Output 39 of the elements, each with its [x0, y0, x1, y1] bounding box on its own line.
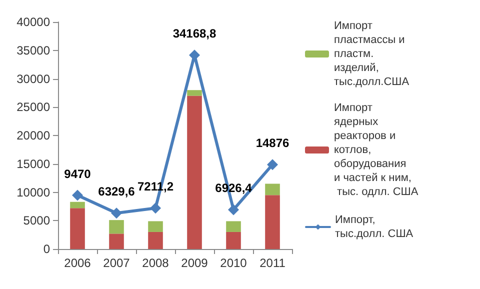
bar — [187, 90, 202, 96]
bar — [226, 232, 241, 249]
data-label: 34168,8 — [172, 26, 217, 41]
x-tick-label: 2008 — [142, 256, 170, 270]
point — [150, 202, 161, 214]
data-label: 9470 — [64, 166, 92, 181]
bar — [148, 232, 163, 249]
bar — [265, 195, 280, 249]
x-tick-label: 2009 — [181, 256, 208, 270]
bar — [226, 221, 241, 232]
data-label: 14876 — [256, 136, 290, 150]
point — [228, 204, 239, 216]
y-tick-label: 0 — [43, 242, 50, 256]
y-tick-label: 30000 — [16, 72, 50, 86]
point — [72, 190, 83, 201]
legend-label: Импорт, тыс.долл. США — [335, 214, 414, 240]
y-tick-label: 25000 — [16, 100, 50, 114]
x-tick-label: 2011 — [260, 256, 286, 270]
legend-label: Импорт пластмассы и пластм. изделий, тыс.долл.США — [334, 20, 410, 88]
y-tick-label: 5000 — [23, 214, 50, 228]
bar — [187, 96, 202, 249]
y-tick-label: 20000 — [16, 128, 50, 142]
y-tick-label: 35000 — [16, 43, 50, 58]
data-label: 6329,6 — [98, 184, 136, 199]
x-tick-label: 2007 — [103, 256, 130, 270]
x-tick-label: 2010 — [220, 256, 248, 270]
x-tick-label: 2006 — [64, 256, 92, 270]
bar — [70, 208, 85, 249]
bar — [70, 202, 85, 208]
y-tick-label: 10000 — [16, 185, 50, 200]
bar — [265, 184, 280, 196]
point — [111, 208, 122, 219]
bar — [109, 220, 124, 234]
y-tick-label: 15000 — [16, 156, 50, 171]
y-tick-label: 40000 — [16, 15, 50, 29]
point — [267, 159, 278, 170]
legend-label: Импорт ядерных реакторов и котлов, оборудования и частей к ним, тыс. одлл. США — [334, 102, 419, 198]
bar — [148, 221, 163, 232]
bar — [109, 234, 124, 249]
